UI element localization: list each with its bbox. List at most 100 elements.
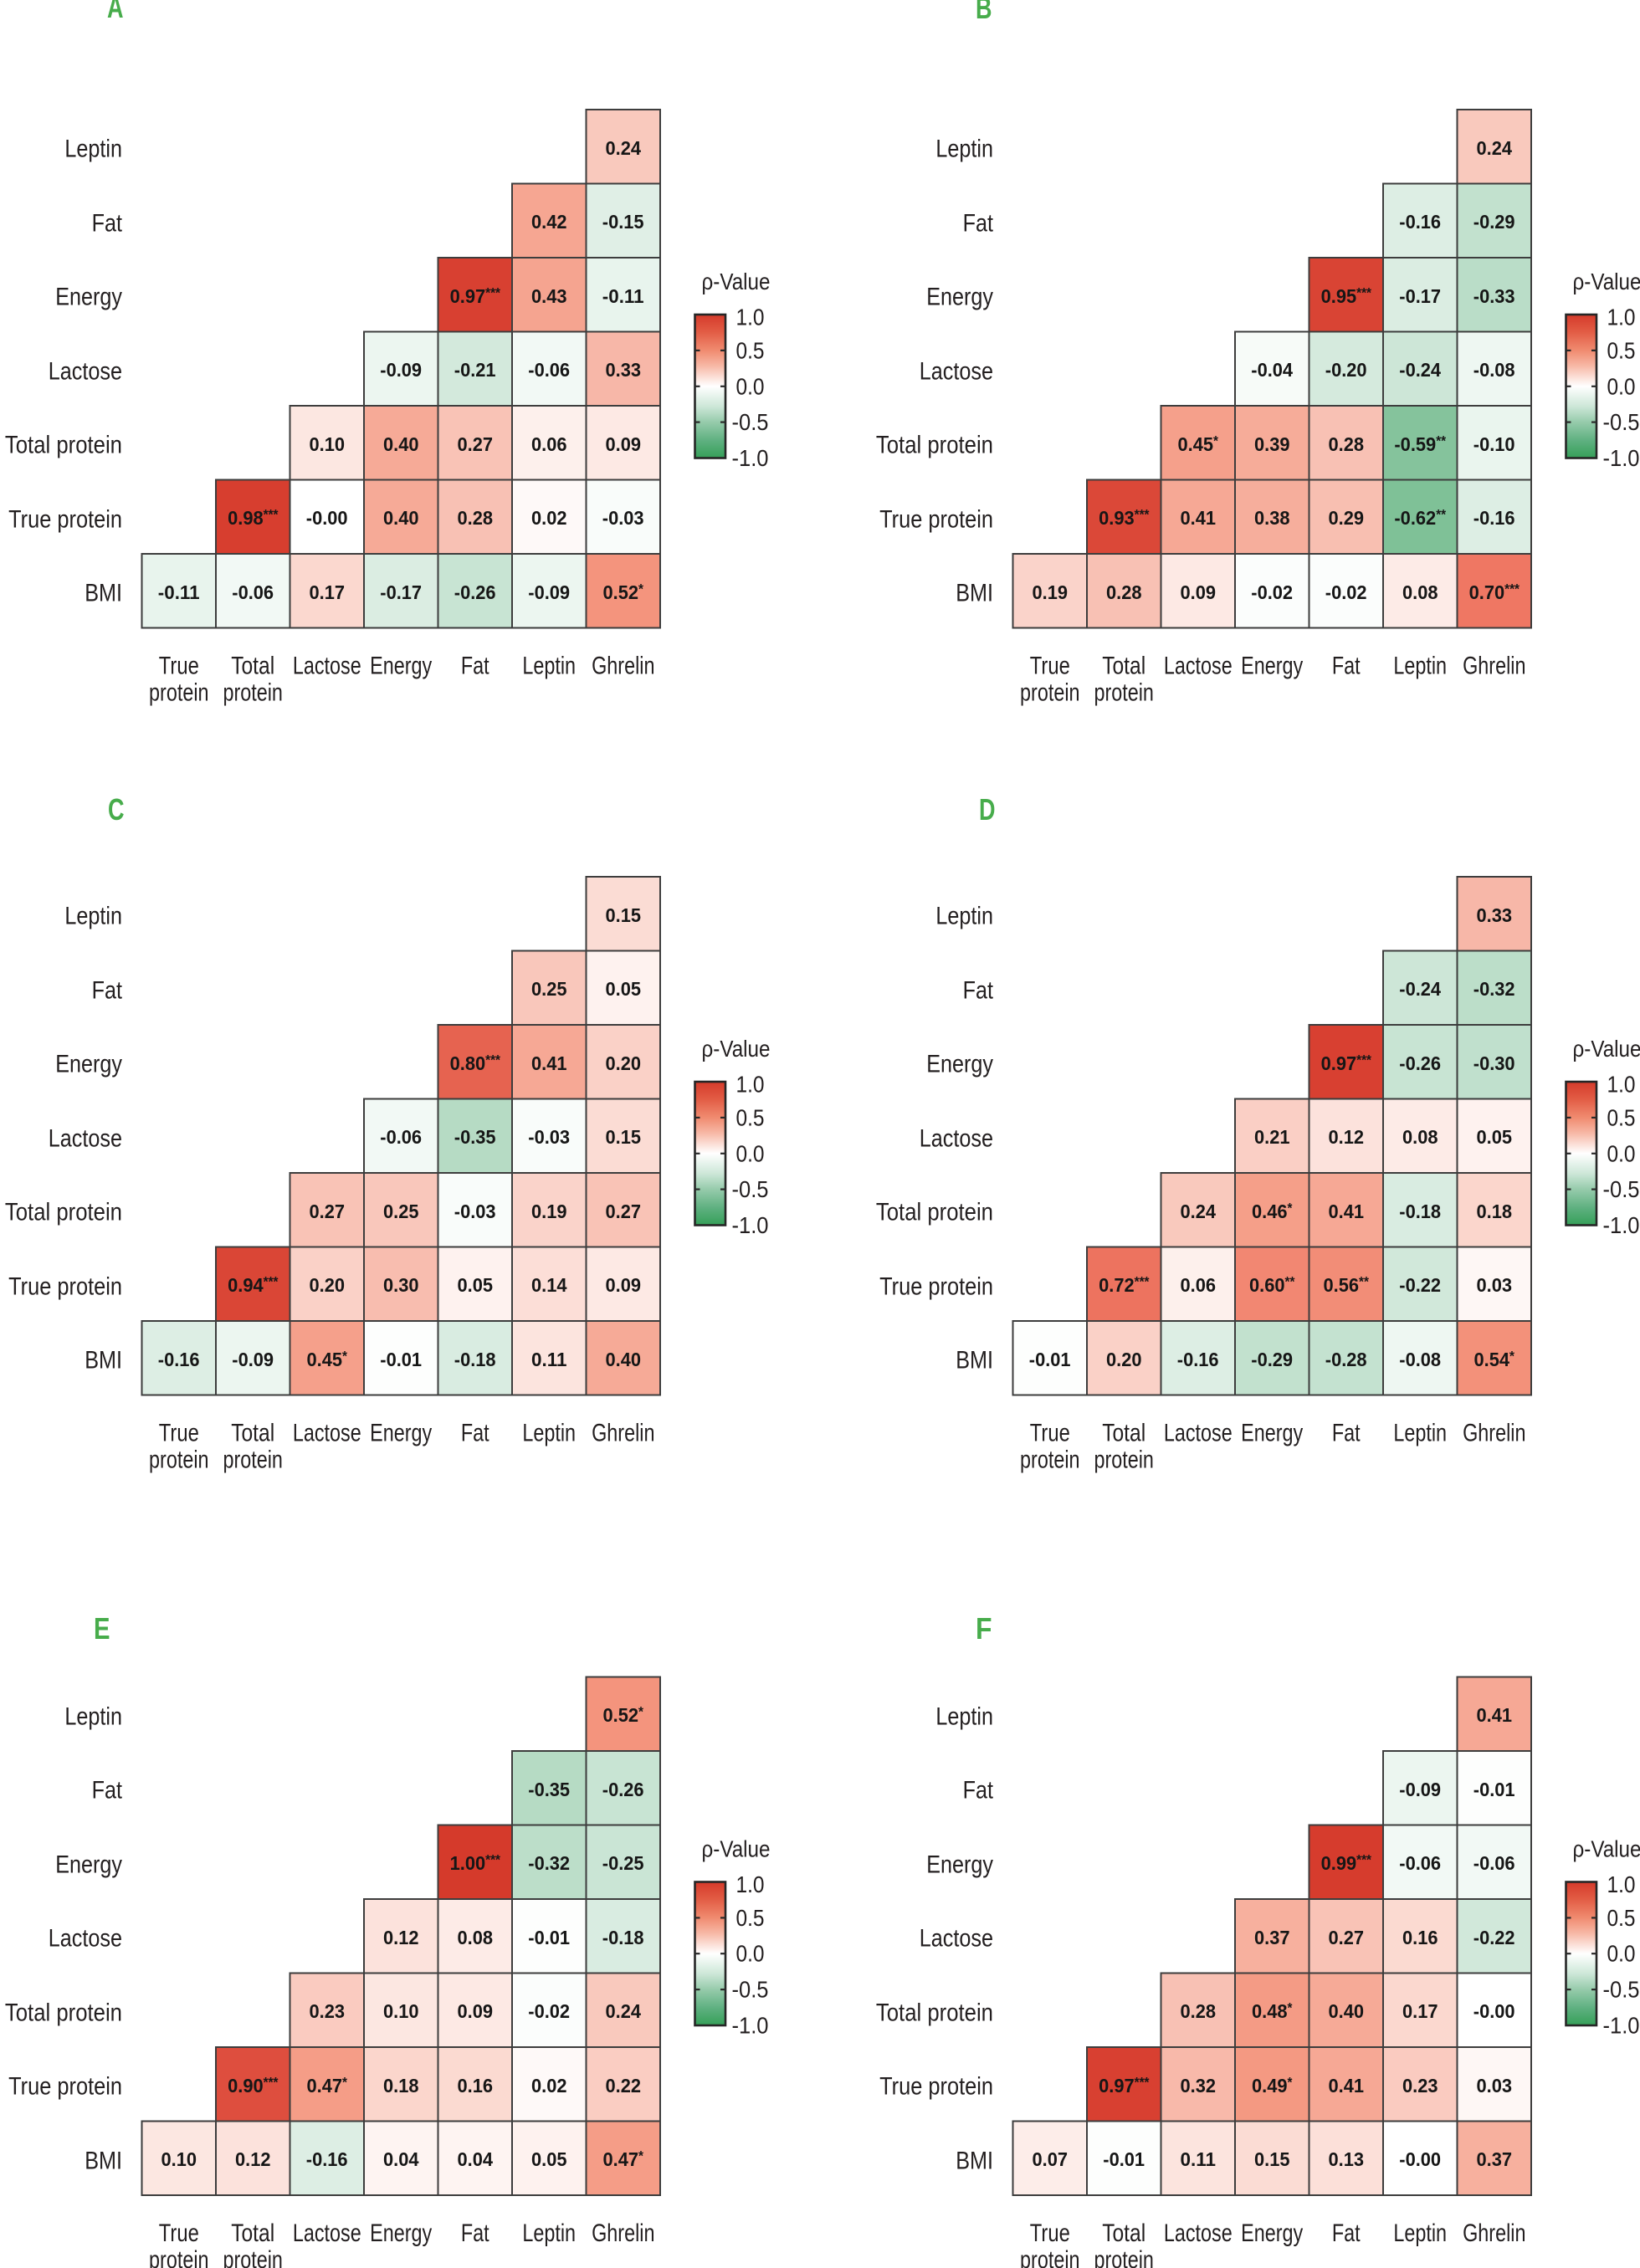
svg-text:1.0: 1.0 (1607, 305, 1636, 330)
svg-text:protein: protein (1020, 679, 1080, 707)
svg-text:0.27: 0.27 (606, 1201, 642, 1222)
svg-text:-0.06: -0.06 (1399, 1852, 1441, 1874)
svg-text:-0.30: -0.30 (1473, 1052, 1515, 1074)
svg-text:0.12: 0.12 (1329, 1126, 1365, 1148)
svg-text:-0.20: -0.20 (1325, 359, 1367, 381)
svg-text:Total: Total (231, 2219, 274, 2247)
svg-text:D: D (979, 792, 996, 827)
svg-text:Total protein: Total protein (5, 1199, 122, 1226)
svg-text:0.11: 0.11 (531, 1349, 567, 1370)
svg-text:True: True (159, 653, 199, 680)
svg-text:True: True (1030, 2219, 1070, 2247)
svg-text:Lactose: Lactose (920, 1925, 993, 1953)
svg-text:ρ-Value: ρ-Value (702, 1836, 771, 1862)
svg-text:Ghrelin: Ghrelin (592, 1420, 654, 1447)
svg-text:0.07: 0.07 (1033, 2148, 1069, 2170)
svg-text:-0.02: -0.02 (1251, 581, 1293, 603)
svg-text:0.0: 0.0 (1607, 1941, 1636, 1967)
svg-text:0.41: 0.41 (1329, 2075, 1365, 2096)
svg-text:0.95***: 0.95*** (1321, 285, 1372, 307)
svg-text:0.06: 0.06 (1181, 1274, 1217, 1296)
svg-text:-0.16: -0.16 (158, 1349, 200, 1370)
svg-text:-0.5: -0.5 (732, 1977, 769, 2003)
svg-text:-0.29: -0.29 (1251, 1349, 1293, 1370)
svg-text:0.0: 0.0 (1607, 1140, 1636, 1166)
svg-text:0.06: 0.06 (531, 433, 567, 455)
svg-text:ρ-Value: ρ-Value (702, 269, 771, 294)
svg-text:0.04: 0.04 (383, 2148, 419, 2170)
svg-text:0.03: 0.03 (1477, 2075, 1513, 2096)
svg-text:A: A (107, 0, 124, 24)
svg-text:-0.22: -0.22 (1473, 1927, 1515, 1948)
svg-text:0.0: 0.0 (1607, 373, 1636, 399)
svg-text:protein: protein (223, 2246, 283, 2268)
svg-text:-0.00: -0.00 (306, 507, 348, 529)
svg-text:0.02: 0.02 (531, 507, 567, 529)
svg-text:True: True (1030, 653, 1070, 680)
svg-text:B: B (976, 0, 992, 25)
svg-text:Lactose: Lactose (1164, 2219, 1233, 2247)
svg-text:1.0: 1.0 (736, 305, 765, 330)
svg-text:Lactose: Lactose (49, 1124, 122, 1152)
svg-text:-0.17: -0.17 (1399, 285, 1441, 307)
svg-text:0.03: 0.03 (1477, 1274, 1513, 1296)
svg-text:-0.06: -0.06 (528, 359, 570, 381)
svg-text:0.48*: 0.48* (1252, 2000, 1293, 2022)
svg-text:Ghrelin: Ghrelin (1463, 1420, 1525, 1447)
svg-text:-0.06: -0.06 (232, 581, 274, 603)
svg-text:0.05: 0.05 (606, 978, 642, 1000)
svg-text:0.52*: 0.52* (603, 581, 644, 603)
svg-text:-0.5: -0.5 (1603, 409, 1640, 435)
svg-text:protein: protein (1094, 679, 1154, 707)
svg-text:protein: protein (1094, 1446, 1154, 1474)
svg-text:Leptin: Leptin (935, 903, 993, 930)
svg-text:protein: protein (149, 679, 209, 707)
svg-text:Energy: Energy (1241, 653, 1303, 680)
svg-text:Fat: Fat (461, 2219, 489, 2247)
svg-text:Fat: Fat (1332, 1420, 1361, 1447)
svg-text:-0.06: -0.06 (380, 1126, 422, 1148)
svg-text:-0.01: -0.01 (528, 1927, 570, 1948)
svg-text:Fat: Fat (1332, 653, 1361, 680)
svg-text:-0.06: -0.06 (1473, 1852, 1515, 1874)
svg-text:0.08: 0.08 (1402, 581, 1438, 603)
svg-text:Energy: Energy (1241, 1420, 1303, 1447)
svg-text:Leptin: Leptin (1393, 1420, 1447, 1447)
svg-text:F: F (976, 1611, 992, 1646)
svg-text:-0.16: -0.16 (1399, 211, 1441, 233)
svg-text:protein: protein (149, 1446, 209, 1474)
svg-text:Energy: Energy (370, 653, 432, 680)
svg-text:0.08: 0.08 (1402, 1126, 1438, 1148)
svg-text:ρ-Value: ρ-Value (1573, 1836, 1640, 1862)
svg-text:0.49*: 0.49* (1252, 2075, 1293, 2096)
svg-text:True protein: True protein (879, 505, 993, 533)
svg-text:-0.5: -0.5 (1603, 1977, 1640, 2003)
svg-text:protein: protein (223, 1446, 283, 1474)
svg-text:-1.0: -1.0 (732, 2013, 769, 2039)
svg-text:0.0: 0.0 (736, 373, 765, 399)
svg-text:0.23: 0.23 (1402, 2075, 1438, 2096)
svg-text:0.0: 0.0 (736, 1140, 765, 1166)
svg-text:-0.62**: -0.62** (1394, 507, 1446, 529)
svg-text:True protein: True protein (8, 1272, 122, 1300)
svg-text:protein: protein (149, 2246, 209, 2268)
svg-text:Total: Total (231, 653, 274, 680)
svg-text:-0.28: -0.28 (1325, 1349, 1367, 1370)
svg-text:-0.22: -0.22 (1399, 1274, 1441, 1296)
svg-text:-0.03: -0.03 (602, 507, 644, 529)
svg-text:Lactose: Lactose (49, 357, 122, 385)
svg-text:Lactose: Lactose (1164, 653, 1233, 680)
svg-text:0.5: 0.5 (736, 337, 765, 363)
svg-text:0.10: 0.10 (161, 2148, 197, 2170)
svg-text:0.5: 0.5 (1607, 337, 1636, 363)
svg-text:-0.35: -0.35 (454, 1126, 496, 1148)
svg-text:1.00***: 1.00*** (450, 1852, 501, 1874)
svg-text:0.21: 0.21 (1254, 1126, 1290, 1148)
svg-text:Lactose: Lactose (920, 357, 993, 385)
svg-text:0.39: 0.39 (1254, 433, 1290, 455)
svg-text:-0.08: -0.08 (1399, 1349, 1441, 1370)
svg-text:Fat: Fat (92, 1777, 123, 1805)
svg-text:-0.09: -0.09 (528, 581, 570, 603)
svg-text:0.16: 0.16 (458, 2075, 494, 2096)
svg-text:Lactose: Lactose (293, 2219, 361, 2247)
